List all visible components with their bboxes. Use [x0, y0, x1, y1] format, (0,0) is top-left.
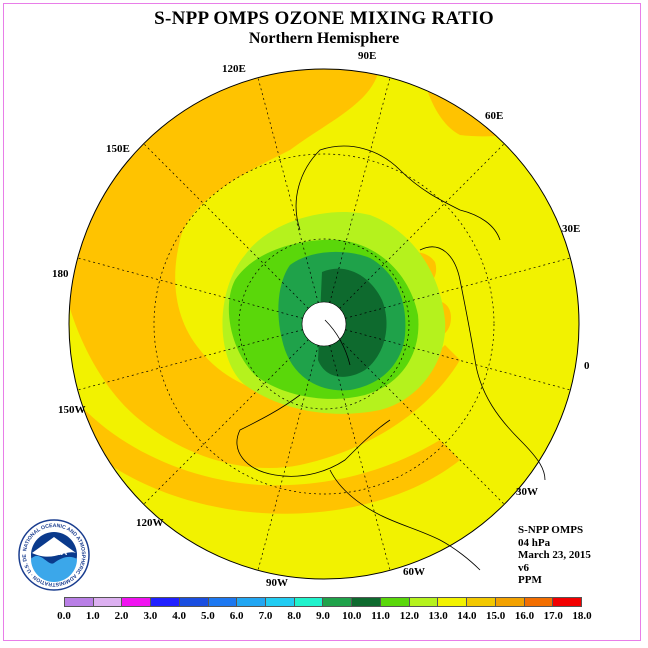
- colorbar-swatch: [467, 598, 496, 606]
- meridian-line: [345, 257, 571, 319]
- colorbar-tick-label: 6.0: [229, 610, 244, 622]
- colorbar-swatch: [151, 598, 180, 606]
- lon-label-90w: 90W: [266, 577, 288, 589]
- meridian-line: [77, 257, 303, 319]
- orange-region-sw: [69, 380, 460, 514]
- graticule: [77, 77, 571, 571]
- colorbar-swatch: [409, 598, 439, 606]
- colorbar-tick-label: 16.0: [514, 610, 535, 622]
- colorbar-swatch: [237, 598, 267, 606]
- colorbar-tick-label: 0.0: [57, 610, 71, 622]
- meridian-line: [143, 143, 309, 309]
- latitude-circle-60: [238, 238, 410, 410]
- map-disk-outline: [68, 68, 580, 580]
- colorbar-tick-label: 2.0: [114, 610, 129, 622]
- coastline-central-america: [329, 469, 481, 571]
- lon-label-150e: 150E: [106, 143, 130, 155]
- lon-label-60w: 60W: [403, 566, 425, 578]
- latitude-circle-30: [153, 153, 495, 495]
- colorbar-swatch: [352, 598, 381, 606]
- info-date: March 23, 2015: [518, 549, 591, 561]
- colorbar-swatch: [524, 598, 554, 606]
- coastline-europe-africa: [419, 246, 546, 481]
- colorbar-swatch: [266, 598, 295, 606]
- colorbar-swatch: [179, 598, 209, 606]
- info-version: v6: [518, 561, 529, 574]
- colorbar-tick-label: 13.0: [428, 610, 448, 622]
- colorbar-swatch: [65, 598, 94, 606]
- meridian-line: [77, 329, 303, 391]
- lon-label-0: 0: [584, 360, 590, 372]
- colorbar-swatch: [294, 598, 324, 606]
- colorbar-swatch: [380, 598, 410, 606]
- colorbar-tick-label: 10.0: [342, 610, 362, 622]
- colorbar-swatch: [495, 598, 525, 606]
- colorbar: [64, 597, 582, 607]
- colorbar-swatch: [208, 598, 238, 606]
- meridian-line: [143, 339, 309, 505]
- colorbar-tick-label: 17.0: [543, 610, 563, 622]
- page-subtitle: Northern Hemisphere: [248, 30, 400, 47]
- colorbar-tick-label: 11.0: [371, 610, 390, 622]
- page-title: S-NPP OMPS OZONE MIXING RATIO: [154, 8, 494, 29]
- orange-region-north: [420, 69, 579, 137]
- lon-label-120e: 120E: [222, 63, 246, 75]
- lon-label-60e: 60E: [485, 110, 504, 122]
- pole-data-gap: [301, 301, 347, 347]
- meridian-line: [257, 77, 319, 303]
- meridian-line: [339, 143, 505, 309]
- logo-text: NOAA: [41, 547, 68, 557]
- meridian-line: [329, 77, 391, 303]
- colorbar-tick-label: 1.0: [85, 610, 100, 622]
- coastlines: [236, 145, 546, 571]
- colorbar-swatch: [93, 598, 123, 606]
- coastline-asia: [295, 145, 501, 241]
- colorbar-tick-label: 7.0: [258, 610, 273, 622]
- colorbar-tick-label: 4.0: [172, 610, 186, 622]
- colorbar-tick-label: 18.0: [572, 610, 592, 622]
- meridian-line: [345, 329, 571, 391]
- colorbar-tick-label: 8.0: [287, 610, 302, 622]
- colorbar-tick-label: 12.0: [399, 610, 419, 622]
- map-frame: [3, 3, 641, 641]
- coastline-north-america: [236, 394, 391, 477]
- lon-label-120w: 120W: [136, 517, 164, 529]
- colorbar-tick-label: 9.0: [316, 610, 330, 622]
- lon-label-150w: 150W: [58, 404, 86, 416]
- meridian-line: [329, 345, 391, 571]
- colorbar-tick-label: 15.0: [486, 610, 506, 622]
- colorbar-swatch: [323, 598, 353, 606]
- colorbar-swatch: [122, 598, 152, 606]
- info-instrument: S-NPP OMPS: [518, 524, 584, 536]
- lon-label-30e: 30E: [562, 223, 581, 235]
- info-units: PPM: [518, 574, 542, 586]
- lon-label-90e: 90E: [358, 50, 377, 62]
- colorbar-tick-label: 14.0: [457, 610, 477, 622]
- lon-label-180: 180: [52, 268, 69, 280]
- colorbar-tick-label: 5.0: [201, 610, 215, 622]
- lon-label-30w: 30W: [516, 486, 538, 498]
- colorbar-tick-label: 3.0: [143, 610, 158, 622]
- colorbar-swatch: [553, 598, 581, 606]
- dark-green-region: [318, 268, 387, 377]
- orange-region-pacific: [69, 69, 460, 468]
- meridian-line: [339, 339, 505, 505]
- info-panel: S-NPP OMPS 04 hPa March 23, 2015 v6 PPM: [518, 524, 591, 587]
- coastline-greenland: [324, 319, 351, 366]
- info-level: 04 hPa: [518, 536, 551, 549]
- meridian-line: [257, 345, 319, 571]
- noaa-logo: NATIONAL OCEANIC AND ATMOSPHERIC ADMINIS…: [18, 519, 90, 591]
- colorbar-swatch: [438, 598, 468, 606]
